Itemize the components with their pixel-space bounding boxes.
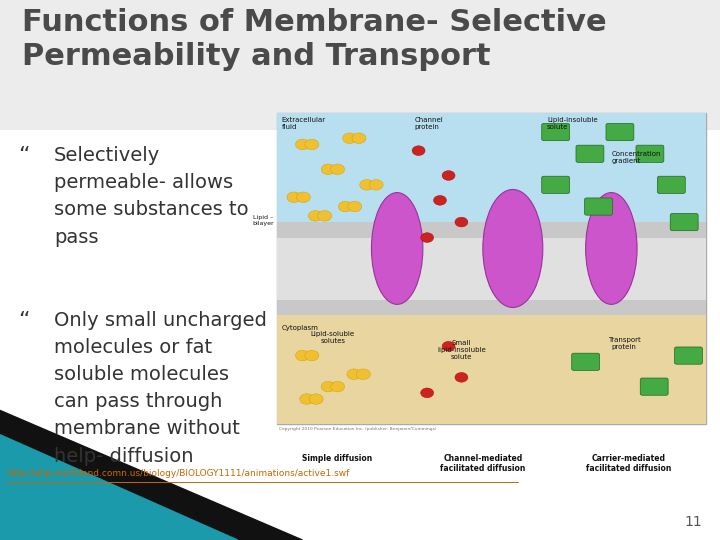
Text: Functions of Membrane- Selective
Permeability and Transport: Functions of Membrane- Selective Permeab… — [22, 8, 606, 71]
FancyBboxPatch shape — [277, 113, 706, 424]
FancyBboxPatch shape — [585, 198, 613, 215]
Circle shape — [321, 381, 336, 392]
Circle shape — [305, 350, 319, 361]
Circle shape — [455, 373, 468, 382]
Circle shape — [369, 180, 383, 190]
Text: Small
lipid-insoluble
solute: Small lipid-insoluble solute — [437, 340, 486, 360]
Polygon shape — [0, 435, 238, 540]
Text: “: “ — [18, 310, 30, 330]
Circle shape — [433, 195, 446, 205]
Text: Channel-mediated
facilitated diffusion: Channel-mediated facilitated diffusion — [440, 454, 526, 473]
Polygon shape — [0, 410, 302, 540]
Text: Cytoplasm: Cytoplasm — [282, 325, 318, 330]
FancyBboxPatch shape — [657, 176, 685, 193]
Text: Lipid-insoluble
solute: Lipid-insoluble solute — [547, 117, 598, 130]
Text: Carrier-mediated
facilitated diffusion: Carrier-mediated facilitated diffusion — [586, 454, 671, 473]
Text: Lipid –
bilayer: Lipid – bilayer — [252, 215, 274, 226]
Circle shape — [321, 164, 336, 174]
Ellipse shape — [483, 190, 543, 307]
Text: 11: 11 — [684, 515, 702, 529]
Circle shape — [305, 139, 319, 150]
Circle shape — [347, 369, 361, 380]
Text: Transport
protein: Transport protein — [608, 337, 641, 350]
Circle shape — [300, 394, 314, 404]
FancyBboxPatch shape — [277, 238, 706, 300]
Circle shape — [420, 233, 433, 242]
Circle shape — [442, 341, 455, 351]
FancyBboxPatch shape — [576, 145, 604, 163]
Text: Lipid-soluble
solutes: Lipid-soluble solutes — [311, 330, 355, 344]
FancyBboxPatch shape — [670, 213, 698, 231]
Circle shape — [352, 133, 366, 144]
Circle shape — [287, 192, 301, 202]
Circle shape — [308, 211, 323, 221]
Circle shape — [442, 171, 455, 180]
Text: “: “ — [18, 146, 30, 166]
FancyBboxPatch shape — [277, 315, 706, 424]
Circle shape — [356, 369, 370, 380]
Circle shape — [309, 394, 323, 404]
Text: Concentration
gradient: Concentration gradient — [611, 151, 661, 164]
Circle shape — [348, 201, 361, 212]
Text: Copyright 2010 Pearson Education Inc. (publisher: Benjamin/Cummings): Copyright 2010 Pearson Education Inc. (p… — [279, 427, 436, 430]
FancyBboxPatch shape — [541, 124, 570, 140]
Circle shape — [318, 211, 332, 221]
FancyBboxPatch shape — [675, 347, 703, 364]
FancyBboxPatch shape — [640, 378, 668, 395]
FancyBboxPatch shape — [541, 176, 570, 193]
Text: Selectively
permeable- allows
some substances to
pass: Selectively permeable- allows some subst… — [54, 146, 248, 247]
Text: Simple diffusion: Simple diffusion — [302, 454, 372, 463]
Circle shape — [420, 388, 433, 397]
Text: Extracellular
fluid: Extracellular fluid — [282, 117, 325, 130]
Text: http://ehp-northland.comn.us/biology/BIOLOGY1111/animations/active1.swf: http://ehp-northland.comn.us/biology/BIO… — [7, 469, 350, 478]
FancyBboxPatch shape — [636, 145, 664, 163]
Text: Only small uncharged
molecules or fat
soluble molecules
can pass through
membran: Only small uncharged molecules or fat so… — [54, 310, 267, 465]
Circle shape — [330, 381, 345, 392]
Text: Channel
protein: Channel protein — [414, 117, 443, 130]
Circle shape — [338, 201, 352, 212]
Circle shape — [343, 133, 356, 144]
FancyBboxPatch shape — [277, 113, 706, 222]
Circle shape — [295, 350, 310, 361]
Ellipse shape — [585, 193, 637, 305]
FancyBboxPatch shape — [0, 0, 720, 130]
Ellipse shape — [372, 193, 423, 305]
Circle shape — [360, 180, 374, 190]
Circle shape — [297, 192, 310, 202]
Circle shape — [412, 146, 425, 156]
FancyBboxPatch shape — [277, 222, 706, 315]
Circle shape — [455, 217, 468, 227]
FancyBboxPatch shape — [572, 353, 600, 370]
FancyBboxPatch shape — [606, 124, 634, 140]
Circle shape — [295, 139, 310, 150]
Circle shape — [330, 164, 345, 174]
